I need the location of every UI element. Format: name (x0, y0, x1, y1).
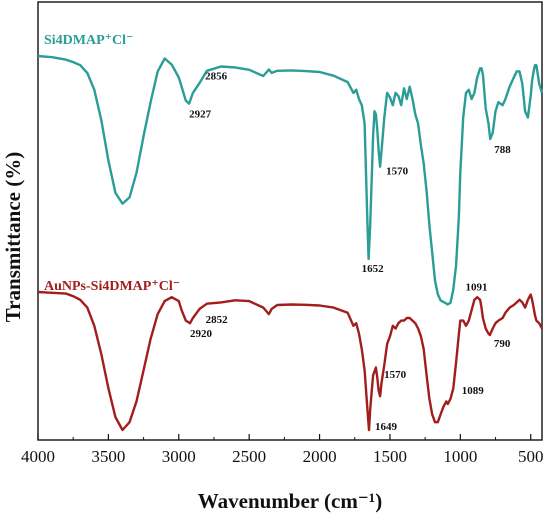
x-axis: 4000 3500 3000 2500 2000 1500 1000 500 (21, 434, 543, 466)
peak-labels: 2856 2927 1652 1570 1091 788 2852 2920 1649 1570 1… (189, 71, 511, 433)
x-tick-label-2000: 2000 (303, 447, 337, 466)
y-axis-title: Transmittance (%) (1, 152, 25, 323)
peak-label-1091: 1091 (466, 281, 488, 293)
peak-label-2856: 2856 (205, 71, 228, 83)
x-tick-label-4000: 4000 (21, 447, 55, 466)
peak-label-1649: 1649 (375, 421, 398, 433)
peak-label-790: 790 (494, 338, 511, 350)
peak-label-2852: 2852 (206, 314, 229, 326)
x-tick-label-500: 500 (518, 447, 544, 466)
peak-label-1652: 1652 (362, 263, 385, 275)
peak-label-788: 788 (494, 144, 511, 156)
peak-label-2920: 2920 (190, 328, 213, 340)
x-tick-label-1000: 1000 (443, 447, 477, 466)
x-tick-label-3000: 3000 (162, 447, 196, 466)
series-line-aunps-si4dmap (37, 290, 544, 432)
series-label-aunps-si4dmap: AuNPs-Si4DMAP⁺Cl⁻ (44, 279, 180, 294)
x-tick-label-1500: 1500 (373, 447, 407, 466)
peak-label-1570: 1570 (384, 369, 407, 381)
plot-frame (37, 1, 543, 441)
x-tick-label-2500: 2500 (232, 447, 266, 466)
x-axis-title: Wavenumber (cm⁻¹) (198, 489, 382, 513)
peak-label-1570: 1570 (386, 166, 409, 178)
plot-border (37, 1, 543, 441)
spectra-curves (37, 54, 544, 432)
series-labels: Si4DMAP⁺Cl⁻ AuNPs-Si4DMAP⁺Cl⁻ (44, 33, 180, 294)
peak-label-2927: 2927 (189, 109, 212, 121)
series-label-si4dmap: Si4DMAP⁺Cl⁻ (44, 33, 133, 48)
x-tick-label-3500: 3500 (91, 447, 125, 466)
series-line-si4dmap (37, 54, 544, 306)
peak-label-1089: 1089 (462, 385, 485, 397)
